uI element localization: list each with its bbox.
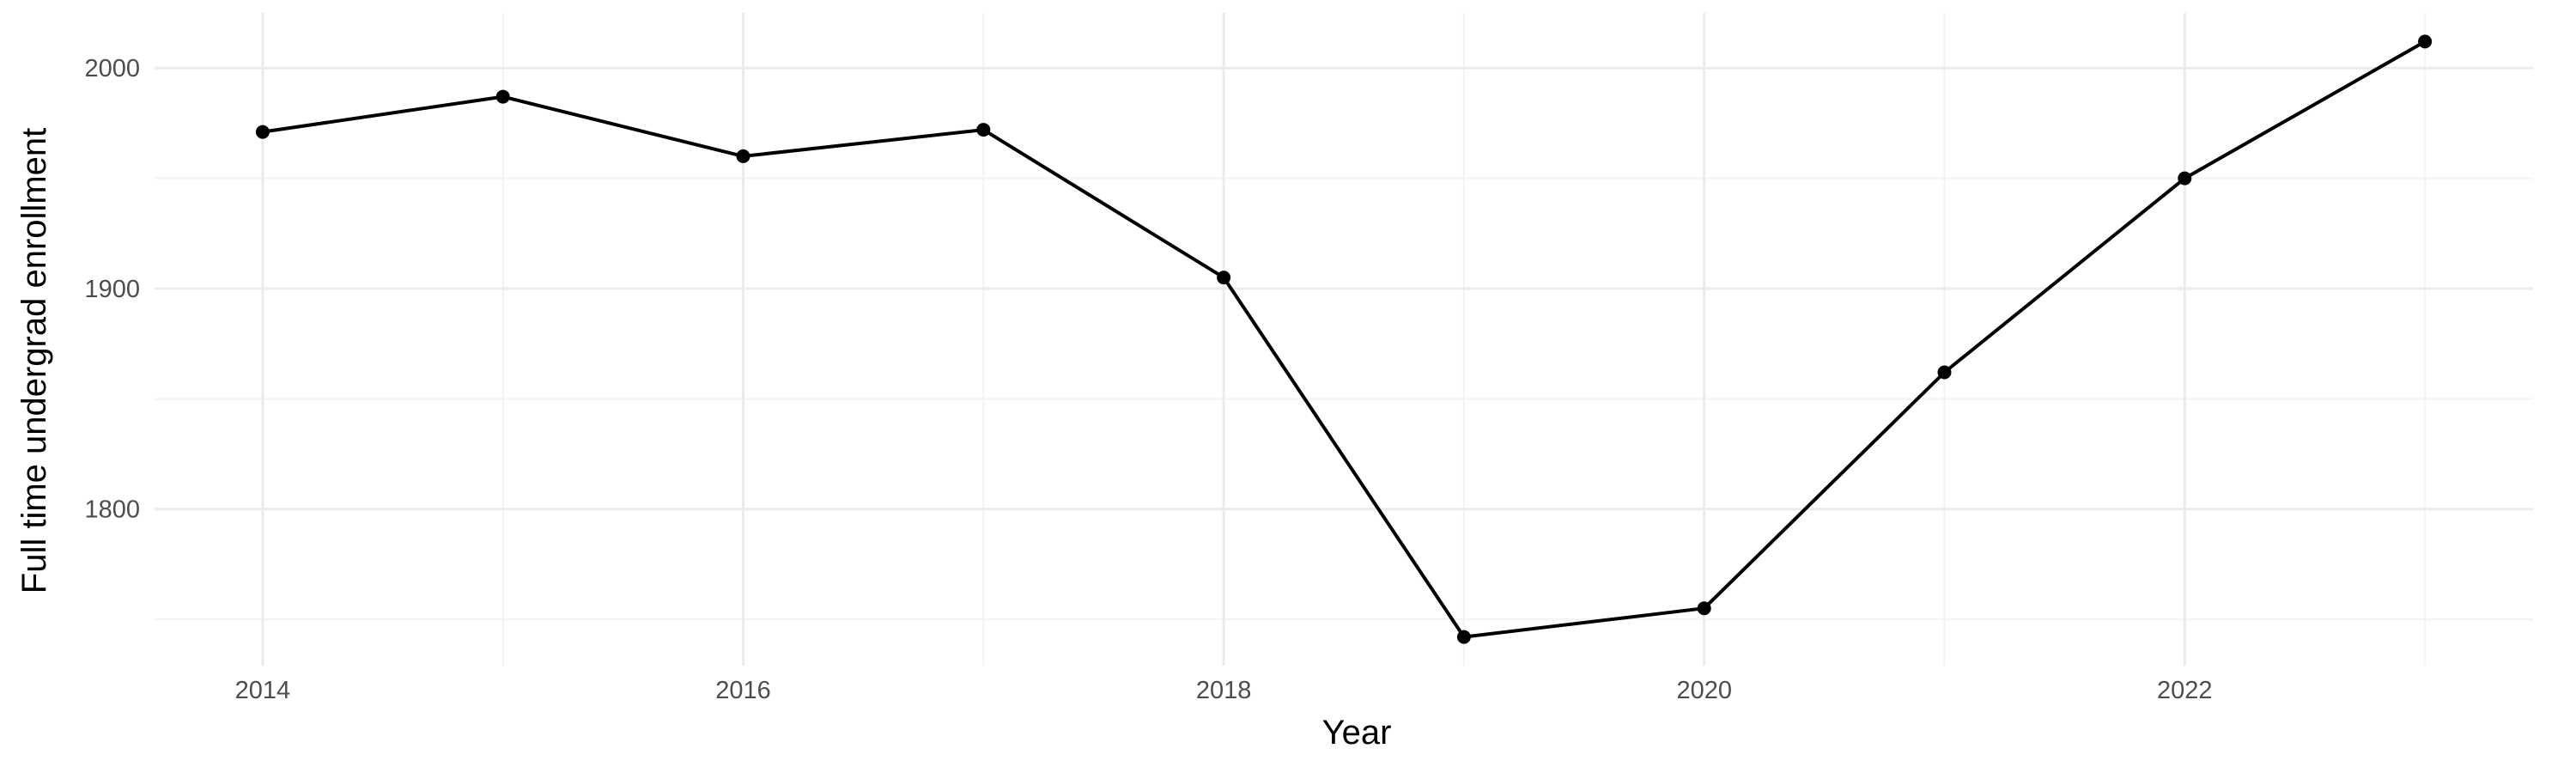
- data-point: [1697, 601, 1711, 616]
- y-axis-tick-labels: 1800 1900 2000: [84, 55, 140, 524]
- y-tick-label: 1800: [84, 496, 140, 524]
- data-point: [2178, 171, 2192, 186]
- x-tick-label: 2014: [235, 677, 291, 704]
- y-tick-label: 1900: [84, 276, 140, 303]
- x-axis-tick-labels: 2014 2016 2018 2020 2022: [235, 677, 2213, 704]
- data-point: [976, 123, 991, 137]
- data-point: [1937, 365, 1952, 380]
- minor-gridlines: [155, 13, 2533, 666]
- data-point: [2418, 34, 2433, 49]
- data-point: [495, 89, 510, 104]
- series-layer: [255, 34, 2433, 644]
- data-point: [1456, 630, 1471, 644]
- y-tick-label: 2000: [84, 55, 140, 82]
- major-gridlines: [155, 13, 2533, 666]
- x-tick-label: 2018: [1196, 677, 1252, 704]
- data-point: [1217, 271, 1231, 285]
- data-point: [736, 149, 750, 163]
- x-tick-label: 2022: [2157, 677, 2213, 704]
- x-tick-label: 2016: [715, 677, 771, 704]
- data-point: [255, 125, 270, 139]
- y-axis-title: Full time undergrad enrollment: [15, 128, 53, 593]
- x-axis-title: Year: [1322, 714, 1392, 752]
- x-tick-label: 2020: [1676, 677, 1732, 704]
- series-line: [262, 40, 2427, 639]
